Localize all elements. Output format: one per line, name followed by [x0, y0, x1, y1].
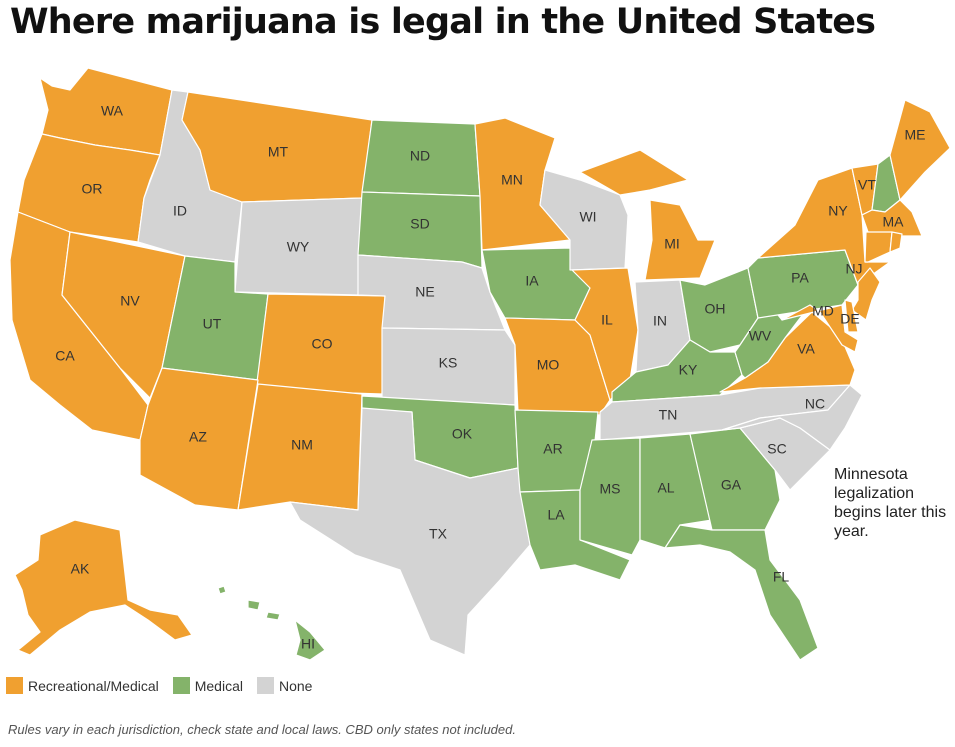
state-label-HI: HI [301, 636, 315, 652]
state-label-DE: DE [840, 311, 859, 327]
legend-swatch-none [256, 677, 274, 694]
state-label-MT: MT [268, 144, 289, 160]
state-label-IN: IN [653, 313, 667, 329]
legend-label-recreational: Recreational/Medical [28, 677, 159, 694]
state-MD[interactable] [781, 304, 859, 353]
state-label-KY: KY [679, 362, 698, 378]
state-DE[interactable] [844, 299, 859, 333]
legend-item-recreational: Recreational/Medical [6, 677, 159, 694]
state-IL[interactable] [571, 267, 639, 401]
state-label-NJ: NJ [845, 261, 862, 277]
state-label-SC: SC [767, 441, 786, 457]
state-label-IA: IA [525, 273, 539, 289]
state-NJ[interactable] [851, 267, 881, 321]
state-label-TX: TX [429, 526, 448, 542]
state-NY[interactable] [757, 167, 891, 286]
state-label-CA: CA [55, 348, 75, 364]
legend: Recreational/Medical Medical None [6, 677, 326, 694]
us-map: WA OR CA NV ID MT WY UT CO AZ NM ND SD N… [9, 67, 951, 661]
state-RI[interactable] [889, 231, 903, 253]
legend-swatch-recreational [6, 677, 23, 694]
state-label-FL: FL [773, 569, 790, 585]
state-label-SD: SD [410, 216, 429, 232]
state-label-OR: OR [82, 181, 103, 197]
state-label-AL: AL [657, 480, 674, 496]
state-label-MN: MN [501, 172, 523, 188]
state-label-CO: CO [312, 336, 333, 352]
state-KS[interactable] [381, 327, 516, 406]
state-NC[interactable] [721, 384, 863, 451]
state-label-NC: NC [805, 396, 825, 412]
state-label-OK: OK [452, 426, 473, 442]
legend-swatch-medical [172, 677, 190, 694]
state-AK[interactable] [14, 519, 193, 656]
legend-label-none: None [278, 677, 313, 694]
state-CT[interactable] [864, 231, 893, 263]
state-labels: WA OR CA NV ID MT WY UT CO AZ NM ND SD N… [55, 103, 925, 652]
state-label-VT: VT [858, 177, 876, 193]
legend-label-medical: Medical [194, 677, 243, 694]
state-label-WY: WY [287, 239, 310, 255]
state-label-KS: KS [439, 355, 458, 371]
state-label-GA: GA [721, 477, 742, 493]
footer-disclaimer: Rules vary in each jurisdiction, check s… [8, 722, 516, 737]
state-label-ME: ME [905, 127, 926, 143]
legend-item-medical: Medical [172, 677, 243, 694]
state-label-MS: MS [600, 481, 621, 497]
state-MI[interactable] [579, 149, 716, 281]
state-label-ID: ID [173, 203, 187, 219]
state-label-PA: PA [791, 270, 809, 286]
state-label-UT: UT [203, 316, 222, 332]
state-label-IL: IL [601, 312, 613, 328]
state-label-MI: MI [664, 236, 680, 252]
state-label-AR: AR [543, 441, 562, 457]
state-label-NM: NM [291, 437, 313, 453]
state-FL[interactable] [664, 524, 819, 661]
page-title: Where marijuana is legal in the United S… [10, 2, 876, 42]
state-label-LA: LA [547, 507, 565, 523]
state-label-MA: MA [883, 214, 905, 230]
state-label-VA: VA [797, 341, 815, 357]
legend-item-none: None [256, 677, 313, 694]
state-label-TN: TN [659, 407, 678, 423]
state-HI[interactable] [217, 585, 326, 661]
state-label-NV: NV [120, 293, 140, 309]
state-label-WA: WA [101, 103, 124, 119]
state-label-OH: OH [705, 301, 726, 317]
state-label-NY: NY [828, 203, 848, 219]
state-ME[interactable] [889, 99, 951, 201]
minnesota-note: Minnesota legalization begins later this… [834, 466, 947, 540]
state-TX[interactable] [289, 407, 531, 656]
state-label-ND: ND [410, 148, 430, 164]
state-label-MO: MO [537, 357, 560, 373]
state-label-WI: WI [579, 209, 596, 225]
state-label-NE: NE [415, 284, 434, 300]
state-label-AK: AK [71, 561, 90, 577]
state-label-MD: MD [812, 303, 834, 319]
state-label-WV: WV [749, 328, 772, 344]
state-label-AZ: AZ [189, 429, 207, 445]
